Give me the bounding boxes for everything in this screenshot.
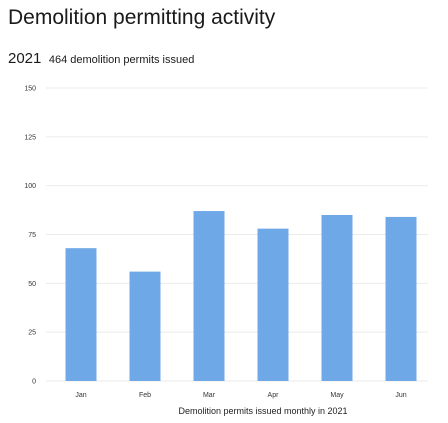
x-tick-label: Apr — [268, 392, 280, 399]
bar-jun[interactable] — [385, 216, 417, 381]
gridlines — [46, 87, 428, 382]
bar-mar[interactable] — [193, 211, 225, 381]
y-tick-label: 150 — [24, 86, 36, 93]
y-tick-label: 125 — [24, 134, 36, 141]
bar-apr[interactable] — [257, 228, 289, 381]
x-axis-ticks: Jan Feb Mar Apr May Jun — [75, 392, 406, 399]
x-tick-label: Jan — [75, 392, 86, 399]
chart-subtitle: 2021 464 demolition permits issued — [8, 50, 194, 68]
subtitle-year: 2021 — [8, 50, 42, 67]
subtitle-summary: 464 demolition permits issued — [48, 54, 195, 66]
y-tick-label: 50 — [28, 281, 36, 288]
x-axis-label: Demolition permits issued monthly in 202… — [178, 406, 347, 416]
x-tick-label: Jun — [395, 392, 406, 399]
y-axis-ticks: 0 25 50 75 100 125 150 — [24, 86, 36, 386]
y-tick-label: 0 — [32, 379, 36, 386]
bar-jan[interactable] — [65, 248, 97, 381]
bar-may[interactable] — [321, 214, 353, 381]
bars — [65, 211, 417, 381]
y-tick-label: 75 — [28, 232, 36, 239]
chart-title: Demolition permitting activity — [8, 6, 276, 29]
x-tick-label: Mar — [203, 392, 216, 399]
y-tick-label: 25 — [28, 330, 36, 337]
x-tick-label: Feb — [139, 392, 151, 399]
bar-feb[interactable] — [129, 271, 161, 381]
x-tick-label: May — [330, 392, 344, 399]
y-tick-label: 100 — [24, 183, 36, 190]
